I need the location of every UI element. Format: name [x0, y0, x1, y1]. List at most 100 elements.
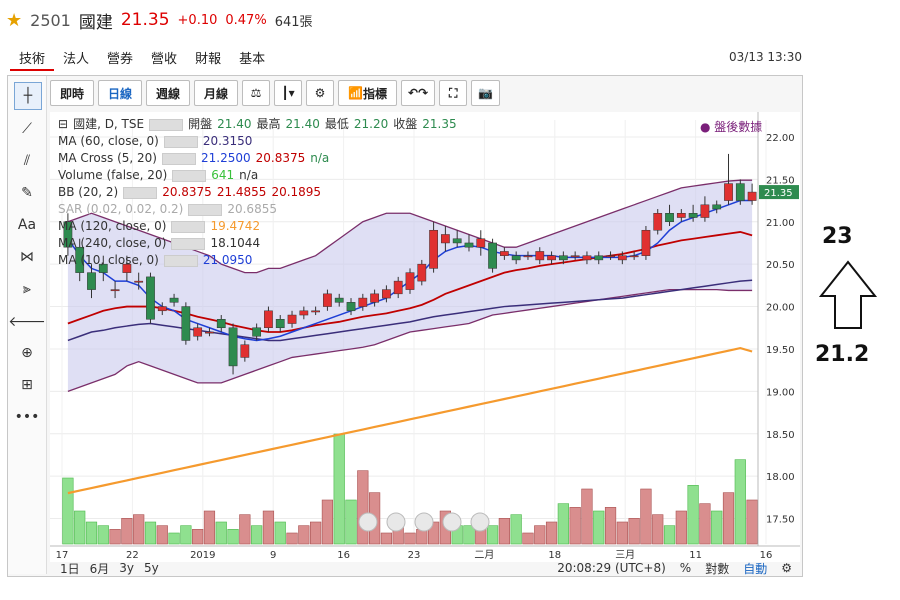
candle-body — [429, 229, 438, 269]
candle-body — [98, 263, 108, 273]
daily-button[interactable]: 日線 — [98, 80, 143, 106]
legend-bb: BB (20, 2) 20.8375 21.4855 20.1895 — [58, 184, 457, 201]
ma120-controls-icon[interactable] — [171, 220, 206, 233]
volume-bar — [62, 477, 74, 545]
sar-controls-icon[interactable] — [188, 203, 223, 216]
volume-v2: n/a — [239, 168, 259, 182]
scroll-control-icon[interactable] — [358, 512, 378, 532]
ruler-icon[interactable]: ⊞ — [21, 377, 33, 393]
monthly-button[interactable]: 月線 — [194, 80, 239, 106]
tab-margin[interactable]: 營券 — [107, 52, 134, 67]
camera-icon[interactable]: 📷 — [471, 80, 501, 106]
ma120-label: MA (120, close, 0) — [58, 219, 167, 233]
candle-body — [476, 238, 486, 248]
legend-controls-icon[interactable] — [149, 118, 184, 131]
ma10-controls-icon[interactable] — [163, 254, 198, 267]
tab-basics[interactable]: 基本 — [239, 52, 266, 67]
fib-icon[interactable]: ⫽ — [23, 153, 31, 169]
ma60-controls-icon[interactable] — [163, 135, 198, 148]
quote-datetime: 03/13 13:30 — [729, 50, 802, 64]
crosshair-icon[interactable]: ┼ — [14, 82, 42, 110]
volume-bar — [640, 488, 652, 545]
after-hours-data[interactable]: ● 盤後數據 — [700, 120, 763, 134]
tab-technical[interactable]: 技術 — [10, 46, 55, 71]
ma10-value: 21.0950 — [202, 253, 253, 267]
intraday-button[interactable]: 即時 — [50, 80, 95, 106]
candle-type-icon[interactable]: ┃▾ — [274, 80, 303, 106]
more-icon[interactable]: ••• — [14, 409, 40, 425]
ma60-value: 20.3150 — [202, 134, 253, 148]
balance-icon[interactable]: ⚖ — [242, 80, 271, 106]
trendline-icon[interactable]: ⟋ — [22, 121, 32, 137]
candle-body — [653, 213, 663, 231]
volume-bar — [569, 507, 581, 545]
x-tick-label: 2019 — [190, 550, 215, 561]
range-3y[interactable]: 3y — [119, 561, 135, 575]
volume-bar — [486, 525, 499, 545]
scroll-control-icon[interactable] — [414, 512, 434, 532]
volume-bar — [321, 499, 334, 545]
weekly-button[interactable]: 週線 — [146, 80, 191, 106]
candle-body — [287, 314, 297, 324]
ma240-controls-icon[interactable] — [171, 237, 206, 250]
candle-body — [499, 251, 509, 256]
brush-icon[interactable]: ✎ — [21, 185, 33, 201]
candle-body — [441, 234, 450, 244]
range-6m[interactable]: 6月 — [89, 561, 110, 576]
x-tick-label: 三月 — [615, 549, 635, 561]
volume-bar — [557, 503, 569, 545]
range-1d[interactable]: 1日 — [60, 561, 80, 576]
favorite-star-icon[interactable]: ★ — [6, 9, 23, 31]
candle-body — [488, 242, 497, 269]
range-5y[interactable]: 5y — [144, 561, 159, 575]
up-arrow-icon — [818, 260, 878, 329]
tab-revenue[interactable]: 營收 — [151, 52, 178, 67]
indicators-button[interactable]: 📶 指標 — [338, 80, 398, 106]
settings-small-icon[interactable]: ⚙ — [781, 561, 792, 575]
scroll-control-icon[interactable] — [470, 512, 490, 532]
range-bar-right: 20:08:29 (UTC+8) % 對數 自動 ⚙ — [557, 560, 792, 577]
undo-icon[interactable]: ↶↷ — [401, 80, 436, 106]
x-tick-label: 17 — [56, 550, 69, 561]
text-tool-icon[interactable]: Aa — [17, 217, 37, 233]
macross-v2: 20.8375 — [255, 151, 306, 165]
candle-body — [252, 327, 262, 337]
indicator-legend: ⊟ 國建, D, TSE 開盤 21.40 最高 21.40 最低 21.20 … — [58, 116, 457, 269]
volume-bar — [251, 525, 263, 545]
scroll-control-icon[interactable] — [386, 512, 406, 532]
macross-controls-icon[interactable] — [161, 152, 196, 165]
candle-body — [747, 191, 757, 201]
volume-controls-icon[interactable] — [172, 169, 207, 182]
candle-body — [535, 251, 545, 261]
volume-bar — [180, 525, 192, 545]
settings-icon[interactable]: ⚙ — [306, 80, 335, 106]
arrow-left-icon[interactable]: 🡐 — [8, 313, 46, 330]
volume-bar — [522, 532, 534, 545]
tab-institutional[interactable]: 法人 — [63, 52, 90, 67]
volume-bar — [133, 514, 145, 545]
section-tabs: 技術 法人 營券 營收 財報 基本 — [10, 46, 274, 71]
candle-body — [700, 204, 710, 218]
collapse-icon[interactable]: ⊟ — [58, 117, 69, 131]
candle-body — [299, 310, 309, 316]
candle-body — [75, 246, 85, 273]
measure-icon[interactable]: ⫸ — [23, 281, 31, 297]
scroll-control-icon[interactable] — [442, 512, 462, 532]
macross-label: MA Cross (5, 20) — [58, 151, 157, 165]
candle-body — [134, 280, 144, 283]
pattern-icon[interactable]: ⋈ — [20, 249, 34, 265]
bb-controls-icon[interactable] — [123, 186, 158, 199]
log-toggle[interactable]: 對數 — [705, 561, 730, 576]
candle-body — [323, 293, 332, 307]
candle-body — [122, 263, 132, 273]
candle-body — [110, 289, 120, 292]
y-tick-label: 21.50 — [766, 175, 795, 186]
volume-bar — [274, 521, 286, 545]
tab-financials[interactable]: 財報 — [195, 52, 222, 67]
candlestick-chart[interactable]: 22.00 21.50 21.00 20.50 20.00 19.50 19.00 18.50… — [50, 112, 800, 562]
percent-toggle[interactable]: % — [679, 561, 692, 575]
volume-bar — [652, 514, 664, 545]
fullscreen-icon[interactable]: ⛶ — [439, 80, 468, 106]
zoom-icon[interactable]: ⊕ — [21, 345, 33, 361]
auto-toggle[interactable]: 自動 — [743, 561, 768, 576]
